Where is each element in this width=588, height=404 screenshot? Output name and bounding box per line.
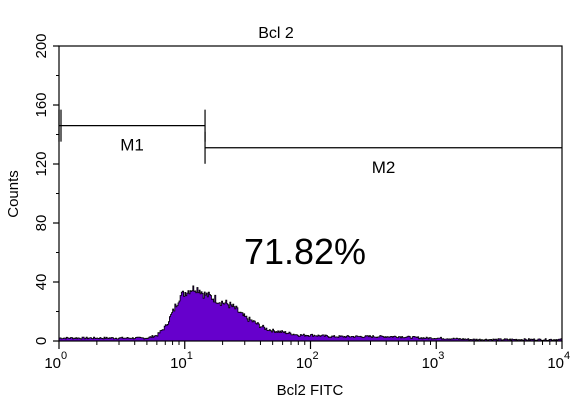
x-tick-exponent: 2 [313, 350, 319, 362]
x-tick-label: 10 3 [422, 350, 445, 372]
histogram-area [58, 285, 563, 342]
x-tick-base: 10 [296, 355, 313, 372]
x-tick-exponent: 0 [61, 350, 67, 362]
x-tick-base: 10 [547, 355, 564, 372]
y-tick-label: 200 [33, 33, 50, 58]
plot-frame [58, 45, 563, 342]
y-tick-label: 160 [33, 92, 50, 117]
x-tick-label: 10 0 [44, 350, 67, 372]
y-tick-label: 0 [33, 337, 50, 345]
x-axis-label: Bcl2 FITC [277, 382, 344, 399]
gate-markers: M1 M2 [58, 109, 562, 177]
y-tick-label: 80 [33, 215, 50, 232]
percentage-annotation: 71.82% [244, 231, 366, 272]
y-tick-label: 120 [33, 151, 50, 176]
x-tick-base: 10 [44, 355, 61, 372]
y-tick-label: 40 [33, 274, 50, 291]
x-tick-label: 10 1 [170, 350, 193, 372]
marker-label: M2 [372, 158, 396, 177]
marker-label: M1 [120, 136, 144, 155]
y-axis-label: Counts [5, 170, 22, 218]
histogram-series [58, 285, 563, 342]
x-tick-label: 10 2 [296, 350, 319, 372]
x-tick-base: 10 [422, 355, 439, 372]
x-tick-label: 10 4 [547, 350, 570, 372]
x-tick-exponent: 1 [187, 350, 193, 362]
y-axis: 0 40 80 120 160 200 [33, 33, 59, 345]
x-tick-exponent: 4 [564, 350, 570, 362]
x-axis: 10 0 10 1 10 2 10 3 10 4 [44, 341, 570, 372]
x-tick-base: 10 [170, 355, 187, 372]
chart-title: Bcl 2 [258, 25, 294, 42]
x-tick-exponent: 3 [438, 350, 444, 362]
marker-m2: M2 [204, 131, 562, 177]
marker-m1: M1 [58, 109, 206, 155]
